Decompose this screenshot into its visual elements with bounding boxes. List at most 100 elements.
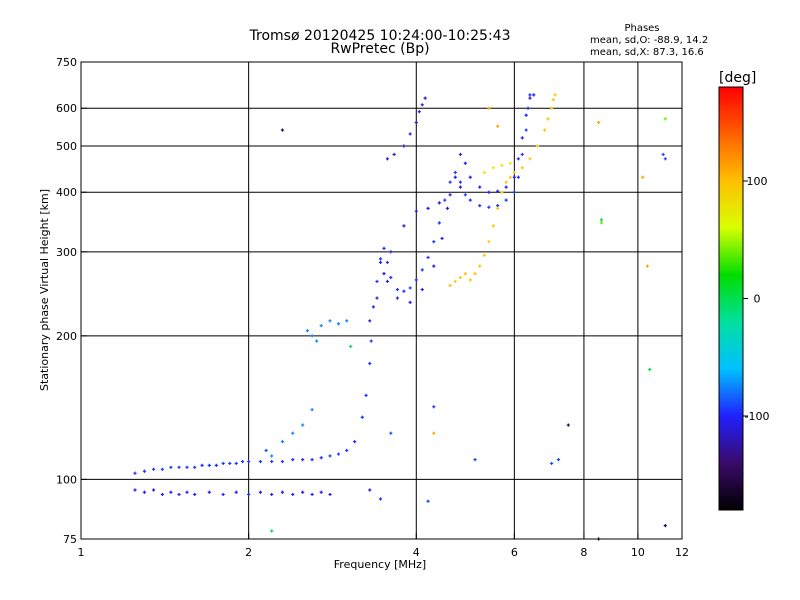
- data-point: [524, 113, 528, 117]
- data-point: [546, 117, 550, 121]
- data-point: [349, 344, 353, 349]
- chart-subtitle: RwPretec (Bp): [330, 41, 429, 57]
- data-point: [264, 448, 268, 453]
- data-point: [520, 136, 524, 140]
- data-point: [500, 163, 504, 168]
- data-point: [482, 170, 486, 175]
- data-point: [142, 490, 147, 494]
- data-point: [382, 246, 386, 250]
- y-axis-label: Stationary phase Virtual Height [km]: [38, 189, 51, 391]
- x-tick-label: 4: [413, 546, 420, 559]
- data-point: [151, 488, 156, 492]
- data-point: [448, 283, 452, 288]
- data-point: [432, 264, 436, 268]
- y-tick-label: 100: [56, 473, 77, 486]
- data-point: [663, 524, 667, 528]
- data-point: [596, 120, 601, 125]
- data-point: [420, 103, 424, 107]
- data-point: [432, 240, 436, 244]
- data-point: [468, 198, 472, 202]
- data-point: [389, 431, 393, 435]
- data-point: [185, 490, 189, 494]
- data-point: [408, 286, 412, 290]
- data-point: [247, 459, 251, 464]
- data-point: [556, 458, 561, 462]
- data-point: [328, 454, 332, 458]
- data-point: [389, 275, 393, 280]
- colorbar-label: [deg]: [719, 70, 756, 86]
- colorbar-tick-label: 100: [747, 175, 768, 188]
- colorbar-tick-label: -100: [745, 410, 770, 423]
- data-point: [408, 300, 412, 305]
- data-point: [240, 459, 245, 464]
- data-point: [345, 319, 349, 323]
- data-point: [336, 322, 341, 326]
- data-point: [402, 224, 406, 228]
- data-point: [177, 492, 181, 497]
- data-point: [528, 96, 532, 100]
- data-point: [423, 96, 427, 100]
- chart-title: Tromsø 20120425 10:24:00-10:25:43: [249, 28, 511, 44]
- data-point: [566, 423, 570, 427]
- data-point: [336, 452, 341, 456]
- data-point: [458, 275, 462, 280]
- data-point: [663, 117, 667, 121]
- data-point: [291, 458, 295, 462]
- x-tick-label: 8: [580, 546, 587, 559]
- data-point: [353, 440, 357, 444]
- data-point: [385, 279, 390, 284]
- data-point: [532, 93, 536, 97]
- y-tick-label: 75: [63, 533, 77, 546]
- data-point: [599, 221, 604, 225]
- x-tick-label: 6: [511, 546, 518, 559]
- data-point: [504, 198, 508, 202]
- data-point: [375, 296, 379, 300]
- data-point: [368, 319, 372, 323]
- data-point: [487, 190, 491, 194]
- y-tick-label: 500: [56, 140, 77, 153]
- colorbar: [718, 86, 744, 511]
- data-point: [402, 144, 406, 148]
- data-point: [520, 152, 524, 157]
- data-point: [270, 529, 274, 533]
- data-point: [247, 492, 251, 497]
- data-point: [414, 209, 418, 213]
- data-point: [487, 205, 491, 209]
- data-point: [270, 454, 274, 458]
- data-point: [516, 157, 520, 161]
- data-point: [305, 329, 310, 333]
- phases-mean-o: mean, sd,O: -88.9, 14.2: [590, 35, 708, 46]
- data-point: [395, 287, 400, 292]
- data-point: [491, 224, 495, 228]
- data-point: [375, 279, 379, 284]
- data-point: [663, 157, 667, 161]
- data-point: [496, 203, 500, 208]
- data-point: [368, 361, 372, 366]
- data-point: [310, 408, 314, 412]
- data-point: [193, 492, 197, 497]
- data-point: [496, 206, 500, 210]
- data-point: [504, 180, 508, 184]
- phases-mean-x: mean, sd,X: 87.3, 16.6: [590, 47, 704, 58]
- data-point: [453, 175, 457, 179]
- data-point: [463, 193, 467, 197]
- data-point: [234, 461, 238, 466]
- data-point: [508, 161, 512, 165]
- data-point: [133, 488, 137, 492]
- data-point: [369, 339, 373, 343]
- data-point: [315, 339, 319, 343]
- data-point: [392, 152, 396, 157]
- data-point: [169, 465, 173, 469]
- data-point: [345, 448, 349, 453]
- data-point: [504, 185, 508, 189]
- data-point: [520, 166, 524, 170]
- colorbar-ticks: 100 0 -100: [743, 175, 769, 423]
- data-point: [645, 264, 649, 268]
- data-point: [200, 463, 204, 467]
- y-axis: 75 100 200 300 400 500 600 750: [56, 56, 87, 546]
- data-point: [319, 456, 323, 460]
- data-point: [270, 492, 274, 497]
- phases-title: Phases: [624, 23, 659, 34]
- data-point: [291, 431, 295, 435]
